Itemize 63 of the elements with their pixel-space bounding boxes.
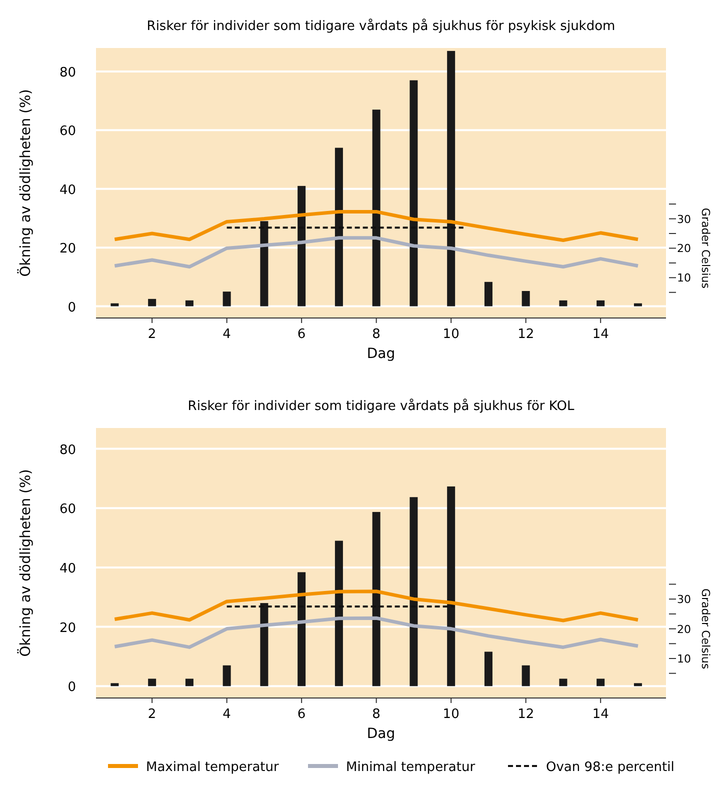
- legend-label: Ovan 98:e percentil: [546, 760, 674, 775]
- x-tick-label: 12: [518, 707, 534, 722]
- y-axis-title: Ökning av dödligheten (%): [17, 89, 34, 277]
- bar: [110, 683, 119, 686]
- bar: [110, 303, 119, 306]
- x-tick-label: 4: [222, 327, 231, 342]
- line-series: [112, 236, 640, 269]
- x-tick-label: 10: [442, 327, 460, 342]
- bar: [596, 300, 605, 306]
- x-tick-label: 8: [372, 327, 380, 342]
- bar: [185, 300, 194, 306]
- bar: [484, 282, 492, 306]
- chart-title: Risker för individer som tidigare vårdats på sjukhus för psykisk sjukdom: [146, 18, 616, 34]
- x-tick-label: 8: [372, 707, 380, 722]
- bar: [484, 652, 492, 686]
- y2-tick-label: 10: [677, 272, 691, 285]
- y2-tick-label: 20: [677, 242, 691, 256]
- bar: [522, 665, 530, 686]
- y2-tick-label: 30: [677, 593, 691, 606]
- bar: [634, 683, 642, 686]
- x-tick-label: 2: [148, 327, 156, 342]
- x-tick-label: 12: [518, 327, 534, 342]
- x-tick-label: 4: [222, 707, 231, 722]
- x-tick-label: 6: [297, 327, 306, 342]
- y-tick-label: 0: [68, 300, 76, 316]
- x-tick-label: 2: [148, 707, 156, 722]
- y2-axis-title: Grader Celsius: [699, 588, 712, 670]
- x-tick-label: 14: [592, 707, 609, 722]
- bar: [185, 678, 194, 686]
- y2-tick-label: 30: [677, 212, 691, 226]
- y-tick-label: 60: [59, 124, 76, 140]
- x-tick-label: 14: [592, 327, 609, 342]
- chart-title: Risker för individer som tidigare vårdats på sjukhus för KOL: [188, 398, 575, 414]
- bar: [222, 665, 231, 686]
- x-axis-title: Dag: [366, 726, 396, 742]
- bar: [222, 292, 231, 306]
- line-series: [112, 616, 640, 649]
- y-tick-label: 40: [59, 182, 76, 198]
- bar: [559, 678, 568, 686]
- x-axis-title: Dag: [366, 346, 396, 362]
- y-tick-label: 40: [59, 561, 76, 576]
- y-tick-label: 60: [59, 502, 76, 518]
- bar: [522, 291, 530, 306]
- y-tick-label: 0: [68, 680, 76, 696]
- bar: [148, 298, 156, 306]
- y2-tick-label: 20: [677, 622, 691, 636]
- y-tick-label: 20: [59, 242, 76, 257]
- bar: [559, 300, 568, 306]
- bar: [596, 678, 605, 686]
- y-axis-title: Ökning av dödligheten (%): [17, 469, 34, 657]
- y-tick-label: 80: [59, 442, 76, 458]
- x-tick-label: 6: [297, 707, 306, 722]
- y-tick-label: 80: [59, 65, 76, 80]
- bar: [634, 303, 642, 306]
- legend-label: Minimal temperatur: [346, 760, 476, 775]
- x-tick-label: 10: [442, 707, 460, 722]
- bar: [148, 678, 156, 686]
- legend-label: Maximal temperatur: [146, 760, 280, 775]
- y2-axis-title: Grader Celsius: [699, 208, 712, 289]
- line-series: [112, 590, 640, 622]
- line-series: [112, 210, 640, 242]
- y2-tick-label: 10: [677, 652, 691, 666]
- y-tick-label: 20: [59, 620, 76, 636]
